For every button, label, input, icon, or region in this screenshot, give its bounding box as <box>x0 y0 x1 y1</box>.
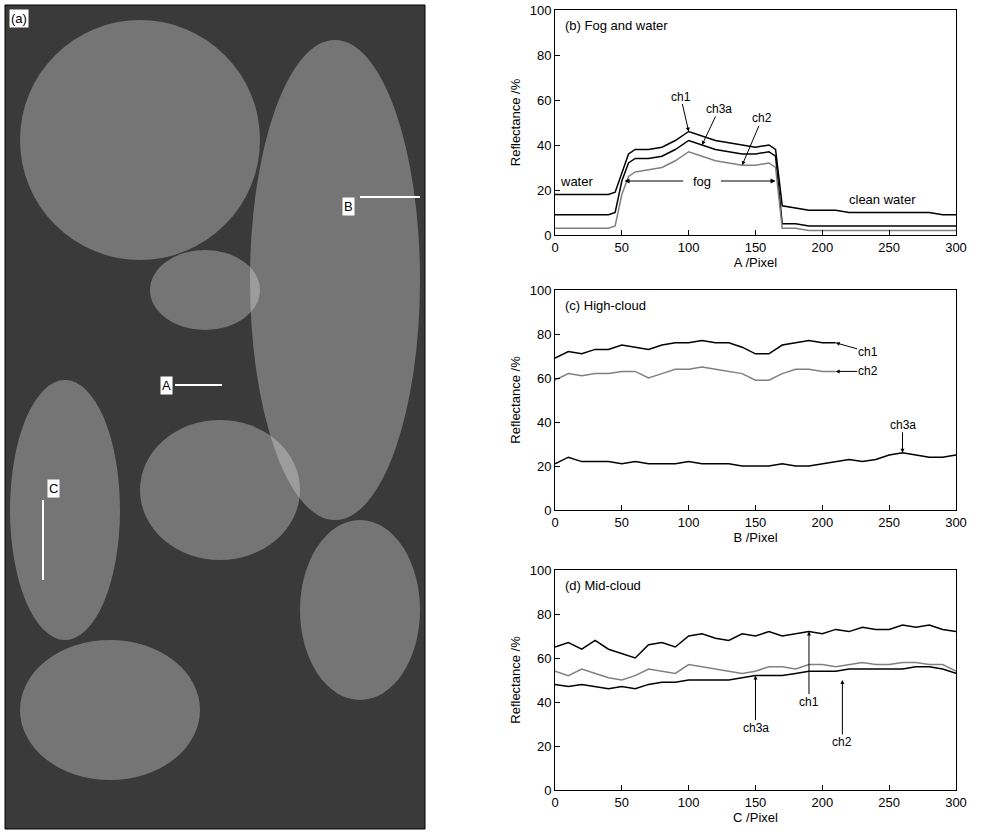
svg-text:0: 0 <box>551 240 558 255</box>
svg-text:(b) Fog and water: (b) Fog and water <box>565 18 668 33</box>
svg-text:B /Pixel: B /Pixel <box>733 530 777 545</box>
svg-text:C /Pixel: C /Pixel <box>733 810 778 825</box>
svg-text:200: 200 <box>811 795 833 810</box>
svg-text:water: water <box>560 174 593 189</box>
svg-text:200: 200 <box>811 515 833 530</box>
svg-text:50: 50 <box>615 795 629 810</box>
svg-text:100: 100 <box>678 515 700 530</box>
svg-text:clean water: clean water <box>849 192 916 207</box>
svg-text:ch3a: ch3a <box>743 721 769 735</box>
svg-text:0: 0 <box>544 783 551 798</box>
svg-text:200: 200 <box>811 240 833 255</box>
svg-text:0: 0 <box>551 515 558 530</box>
svg-text:80: 80 <box>537 48 551 63</box>
svg-text:ch1: ch1 <box>799 695 819 709</box>
svg-text:100: 100 <box>530 283 552 298</box>
svg-text:0: 0 <box>551 795 558 810</box>
svg-text:0: 0 <box>544 503 551 518</box>
svg-text:ch1: ch1 <box>858 345 878 359</box>
svg-text:A /Pixel: A /Pixel <box>734 255 777 270</box>
svg-text:ch3a: ch3a <box>890 418 916 432</box>
svg-text:250: 250 <box>878 515 900 530</box>
svg-text:ch3a: ch3a <box>706 102 732 116</box>
svg-text:Reflectance /%: Reflectance /% <box>508 636 523 724</box>
svg-text:ch2: ch2 <box>752 111 772 125</box>
svg-text:fog: fog <box>693 174 711 189</box>
svg-text:150: 150 <box>745 795 767 810</box>
svg-text:300: 300 <box>945 795 967 810</box>
svg-text:Reflectance /%: Reflectance /% <box>508 356 523 444</box>
svg-text:60: 60 <box>537 93 551 108</box>
svg-text:100: 100 <box>678 795 700 810</box>
svg-text:100: 100 <box>678 240 700 255</box>
svg-text:0: 0 <box>544 228 551 243</box>
svg-text:(d) Mid-cloud: (d) Mid-cloud <box>565 578 641 593</box>
svg-text:250: 250 <box>878 795 900 810</box>
svg-text:60: 60 <box>537 651 551 666</box>
svg-text:150: 150 <box>745 240 767 255</box>
svg-text:300: 300 <box>945 240 967 255</box>
svg-text:40: 40 <box>537 138 551 153</box>
svg-text:100: 100 <box>530 563 552 578</box>
svg-text:300: 300 <box>945 515 967 530</box>
svg-text:ch2: ch2 <box>858 364 878 378</box>
svg-text:Reflectance /%: Reflectance /% <box>508 78 523 166</box>
svg-text:40: 40 <box>537 695 551 710</box>
svg-text:50: 50 <box>615 240 629 255</box>
svg-text:60: 60 <box>537 371 551 386</box>
svg-text:B: B <box>344 199 353 214</box>
svg-text:50: 50 <box>615 515 629 530</box>
svg-text:80: 80 <box>537 327 551 342</box>
svg-text:20: 20 <box>537 183 551 198</box>
svg-text:C: C <box>49 481 58 496</box>
svg-text:(a): (a) <box>11 11 27 26</box>
svg-text:A: A <box>162 378 171 393</box>
svg-text:150: 150 <box>745 515 767 530</box>
svg-text:250: 250 <box>878 240 900 255</box>
svg-text:(c) High-cloud: (c) High-cloud <box>565 298 646 313</box>
svg-text:100: 100 <box>530 3 552 18</box>
svg-text:20: 20 <box>537 739 551 754</box>
svg-text:20: 20 <box>537 459 551 474</box>
svg-text:ch2: ch2 <box>832 735 852 749</box>
svg-text:ch1: ch1 <box>671 90 691 104</box>
svg-text:40: 40 <box>537 415 551 430</box>
svg-text:80: 80 <box>537 607 551 622</box>
